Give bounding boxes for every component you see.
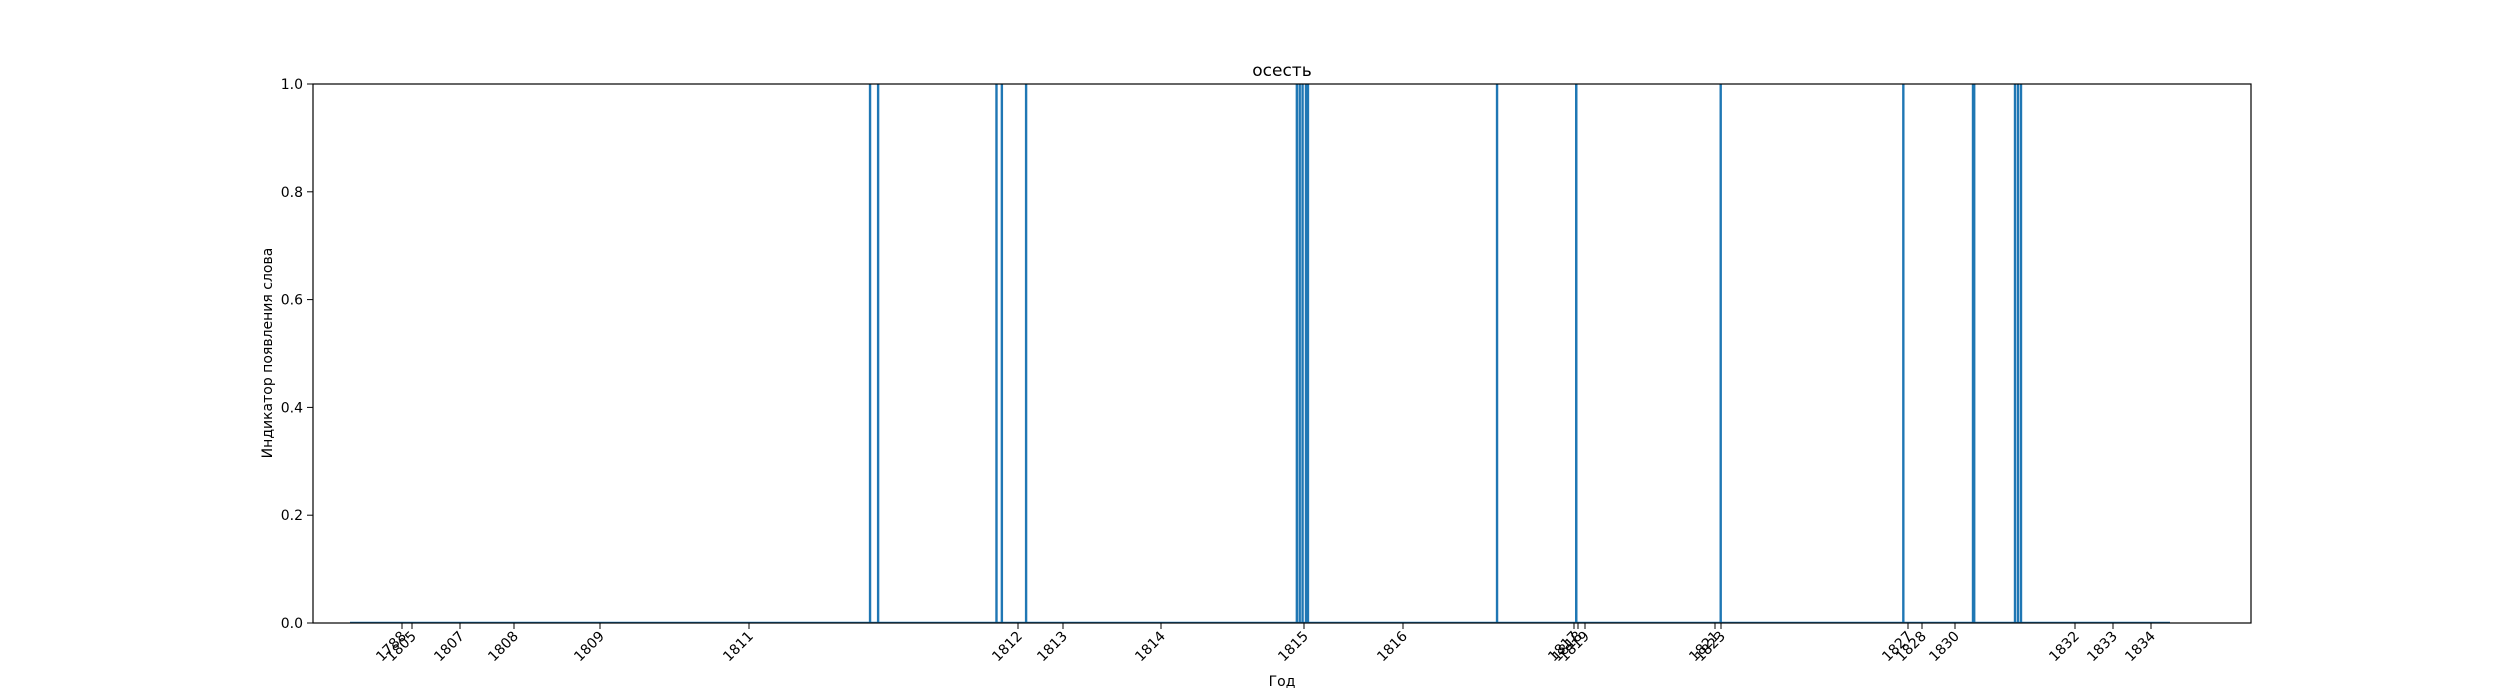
bar: [1973, 84, 1976, 623]
bar: [1301, 84, 1304, 623]
y-tick-label: 0.2: [281, 508, 303, 524]
bar: [868, 84, 872, 623]
y-tick-label: 0.6: [281, 293, 303, 309]
bar: [1000, 84, 1004, 623]
y-tick-label: 0.8: [281, 185, 303, 201]
bars: [350, 84, 2170, 624]
y-axis: 0.0 0.2 0.4 0.6 0.8 1.0: [281, 77, 313, 632]
y-axis-label: Индикатор появления слова: [260, 248, 276, 459]
bar: [2016, 84, 2020, 623]
y-tick-label: 0.0: [281, 616, 303, 632]
bar: [1575, 84, 1578, 623]
y-tick-label: 0.4: [281, 400, 303, 416]
bar: [1298, 84, 1301, 623]
bar: [995, 84, 998, 623]
chart-title: осесть: [1252, 61, 1311, 81]
y-tick-label: 1.0: [281, 77, 303, 93]
plot-frame: [312, 83, 2252, 624]
bar: [1719, 84, 1722, 623]
bar: [1024, 84, 1028, 623]
bar: [2019, 84, 2023, 623]
bar: [1902, 84, 1905, 623]
bar: [1306, 84, 1310, 623]
bar: [2013, 84, 2017, 623]
bar: [1295, 84, 1299, 623]
x-axis-label: Год: [1269, 674, 1296, 690]
bar: [1304, 84, 1308, 623]
bar: [876, 84, 880, 623]
bar: [1495, 84, 1499, 623]
